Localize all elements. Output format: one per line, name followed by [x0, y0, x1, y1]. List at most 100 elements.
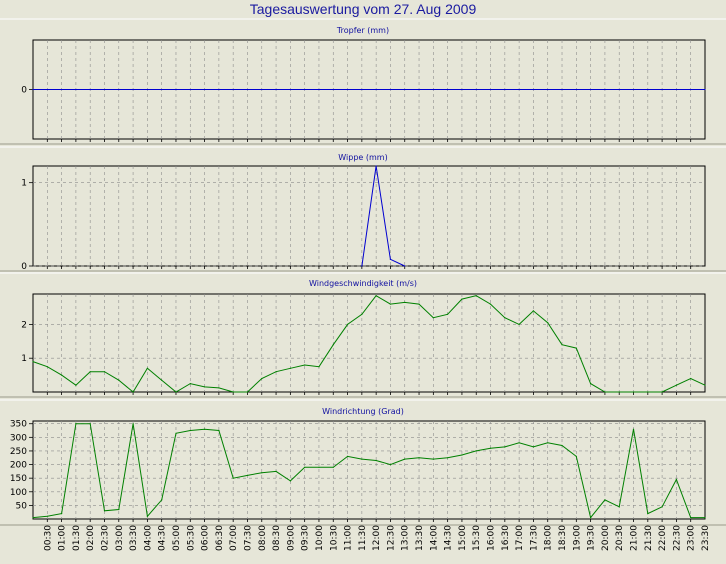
data-point: [704, 384, 706, 386]
data-point: [489, 88, 492, 91]
data-point: [289, 367, 291, 369]
data-point: [475, 450, 477, 452]
data-point: [447, 313, 449, 315]
data-point: [604, 88, 606, 91]
x-tick-label: 18:00: [544, 525, 554, 551]
data-point: [389, 303, 391, 305]
data-point: [375, 88, 377, 91]
y-tick-label: 350: [10, 420, 27, 430]
x-tick-label: 21:00: [630, 525, 640, 551]
x-tick-label: 13:30: [415, 525, 425, 551]
data-point: [61, 374, 63, 376]
data-point: [661, 391, 663, 393]
data-point: [647, 391, 649, 393]
panel-title: Windgeschwindigkeit (m/s): [309, 279, 417, 288]
data-point: [675, 384, 678, 386]
series-line: [361, 165, 405, 267]
data-point: [432, 317, 434, 319]
data-point: [118, 379, 120, 381]
data-point: [261, 88, 263, 91]
y-tick-label: 200: [10, 461, 27, 471]
data-point: [332, 466, 334, 468]
data-point: [690, 517, 692, 519]
data-point: [289, 88, 291, 91]
chart-panel-4: Windrichtung (Grad) 50 100 150 200 250 300 350: [0, 399, 726, 526]
data-point: [204, 428, 206, 430]
data-point: [647, 513, 649, 515]
data-point: [547, 442, 549, 444]
data-point: [518, 88, 520, 91]
data-point: [189, 88, 191, 91]
panel-title: Windrichtung (Grad): [322, 407, 404, 416]
data-point: [32, 517, 34, 519]
data-point: [704, 517, 706, 519]
data-point: [661, 88, 663, 91]
data-point: [647, 88, 649, 91]
data-point: [547, 88, 549, 91]
data-point: [504, 88, 506, 91]
data-point: [604, 391, 606, 393]
data-point: [661, 506, 663, 508]
data-point: [389, 464, 391, 466]
x-tick-label: 14:30: [444, 525, 454, 551]
data-point: [404, 265, 406, 267]
data-point: [404, 88, 406, 91]
x-tick-label: 12:30: [386, 525, 396, 551]
x-tick-label: 20:00: [601, 525, 611, 551]
plot-frame: [32, 420, 706, 520]
x-tick-label: 03:30: [129, 525, 139, 551]
data-point: [618, 391, 620, 393]
x-tick-label: 15:00: [458, 525, 468, 551]
x-tick-label: 23:30: [701, 525, 711, 551]
data-point: [103, 371, 106, 373]
x-tick-label: 21:30: [644, 525, 654, 551]
data-point: [590, 88, 592, 91]
data-point: [89, 423, 91, 425]
data-point: [418, 88, 420, 91]
data-point: [46, 366, 48, 368]
data-point: [304, 466, 306, 468]
x-tick-label: 22:30: [672, 525, 682, 551]
x-tick-label: 06:00: [201, 525, 211, 551]
x-tick-label: 09:00: [286, 525, 296, 551]
data-point: [461, 298, 463, 300]
data-point: [232, 477, 234, 479]
data-point: [189, 429, 191, 432]
data-point: [675, 88, 678, 91]
x-tick-label: 20:30: [615, 525, 625, 551]
data-point: [375, 459, 377, 462]
data-point: [304, 364, 306, 366]
data-point: [632, 428, 635, 430]
x-tick-label: 16:30: [501, 525, 511, 551]
y-tick-label: 100: [10, 488, 27, 498]
data-point: [132, 423, 134, 425]
data-point: [447, 457, 449, 459]
data-point: [161, 379, 163, 381]
data-point: [561, 444, 563, 447]
data-point: [618, 506, 620, 508]
data-point: [575, 88, 577, 91]
data-point: [161, 499, 163, 501]
data-point: [89, 88, 91, 91]
x-tick-label: 10:00: [315, 525, 325, 551]
x-tick-label: 10:30: [329, 525, 339, 551]
data-point: [590, 517, 592, 519]
data-point: [447, 88, 449, 91]
data-point: [404, 458, 406, 460]
x-tick-label: 08:30: [272, 525, 282, 551]
x-tick-label: 17:30: [529, 525, 539, 551]
data-point: [261, 377, 263, 380]
x-tick-label: 07:30: [243, 525, 253, 551]
data-point: [504, 317, 506, 319]
data-point: [232, 391, 234, 393]
data-point: [332, 88, 334, 91]
x-tick-label: 19:00: [572, 525, 582, 551]
data-point: [590, 383, 592, 385]
data-point: [389, 88, 391, 91]
data-point: [518, 323, 520, 325]
data-point: [246, 391, 249, 393]
data-point: [489, 303, 492, 305]
x-tick-label: 05:00: [172, 525, 182, 551]
data-point: [261, 472, 263, 474]
data-point: [675, 478, 678, 481]
